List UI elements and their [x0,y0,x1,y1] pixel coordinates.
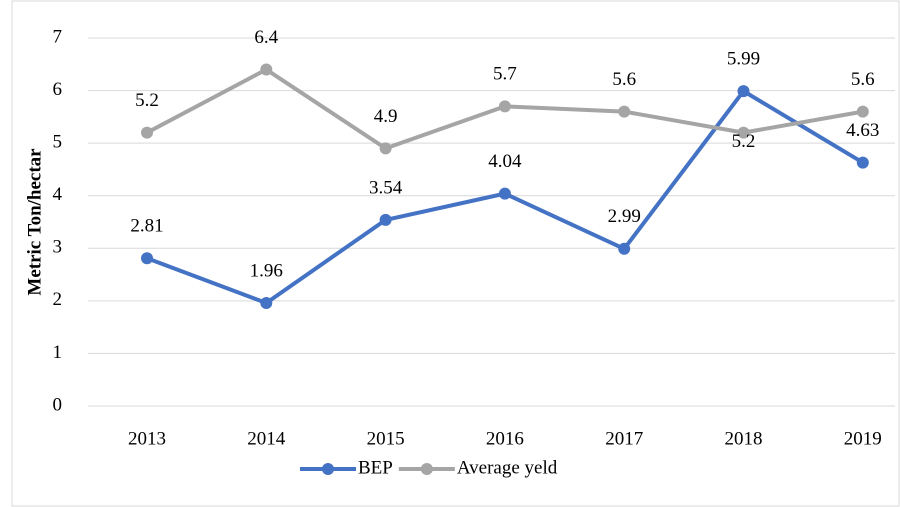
x-tick-label: 2019 [844,428,882,449]
data-point [379,142,392,155]
data-label: 1.96 [250,260,283,281]
data-label: 5.2 [135,90,159,111]
y-tick-label: 1 [53,342,63,363]
x-tick-label: 2017 [605,428,643,449]
chart-frame [11,0,900,507]
data-point [141,252,153,265]
data-label: 4.9 [374,106,398,127]
data-point [141,126,153,139]
data-point [260,296,273,309]
data-point [737,126,750,139]
data-label: 5.7 [493,64,517,85]
y-tick-label: 3 [53,237,63,258]
x-tick-label: 2015 [367,428,405,449]
x-tick-label: 2016 [486,428,524,449]
x-tick-label: 2013 [128,428,166,449]
data-point [618,242,631,255]
data-label: 4.04 [488,151,522,172]
data-label: 6.4 [254,27,278,48]
data-point [856,105,869,118]
data-point [618,105,631,118]
x-tick-label: 2018 [725,428,763,449]
x-tick-label: 2014 [247,428,286,449]
data-label: 5.2 [732,131,756,152]
y-tick-label: 5 [53,132,63,153]
legend-marker [322,463,334,475]
data-label: 4.63 [846,120,879,141]
y-tick-label: 7 [53,26,63,47]
legend-marker [420,463,433,475]
legend-label: Average yeld [457,457,558,478]
y-axis-label: Metric Ton/hectar [24,148,45,296]
data-label: 5.6 [612,69,636,90]
y-tick-label: 0 [53,394,63,415]
y-tick-label: 2 [53,289,63,310]
data-label: 5.6 [851,69,875,90]
data-point [856,156,869,169]
data-point [379,213,392,226]
data-label: 3.54 [369,177,403,198]
data-point [260,63,273,76]
y-tick-label: 4 [53,184,63,205]
legend-label: BEP [358,457,393,478]
data-point [498,187,511,200]
y-tick-label: 6 [53,79,63,100]
data-label: 2.99 [608,206,641,227]
data-point [737,85,750,98]
data-label: 5.99 [727,48,760,69]
data-point [498,100,511,113]
data-label: 2.81 [130,216,163,237]
